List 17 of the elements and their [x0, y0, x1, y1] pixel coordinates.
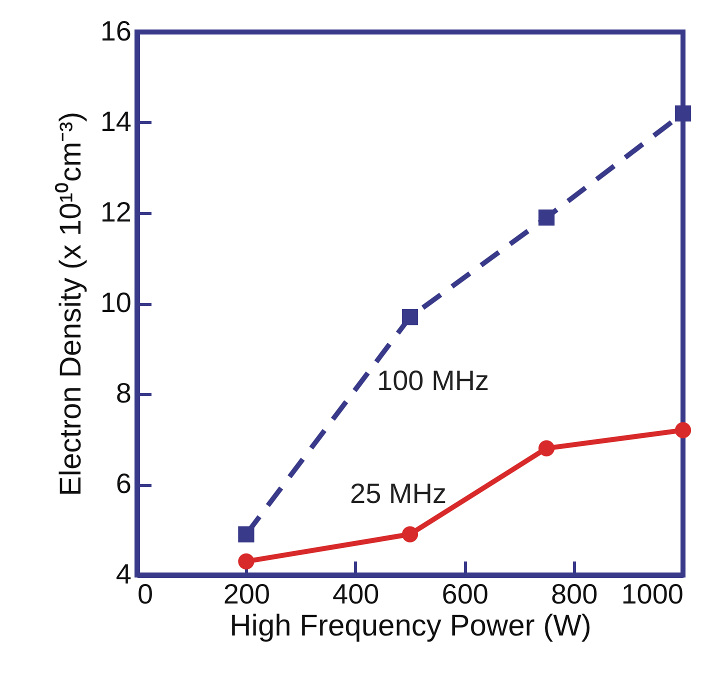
x-tick-label: 800 — [550, 578, 598, 610]
x-tick-label: 400 — [332, 578, 380, 610]
y-tick-label: 4 — [116, 558, 132, 590]
y-tick-label: 12 — [100, 196, 132, 228]
y-tick-label: 16 — [100, 16, 132, 46]
series-label: 100 MHz — [377, 365, 490, 396]
x-tick-label: 600 — [442, 578, 488, 610]
y-axis-title: Electron Density (x 10¹⁰cm⁻³) — [54, 112, 88, 496]
x-tick-label: 200 — [223, 578, 270, 610]
y-tick-label: 8 — [116, 378, 132, 408]
y-tick-label: 6 — [116, 468, 132, 499]
y-tick-label: 14 — [100, 106, 132, 137]
x-tick-label: 1000 — [621, 578, 684, 610]
y-tick-label: 10 — [100, 287, 132, 318]
series-label: 25 MHz — [350, 478, 446, 509]
x-tick-label: 0 — [138, 578, 154, 610]
x-axis-title: High Frequency Power (W) — [230, 610, 592, 642]
